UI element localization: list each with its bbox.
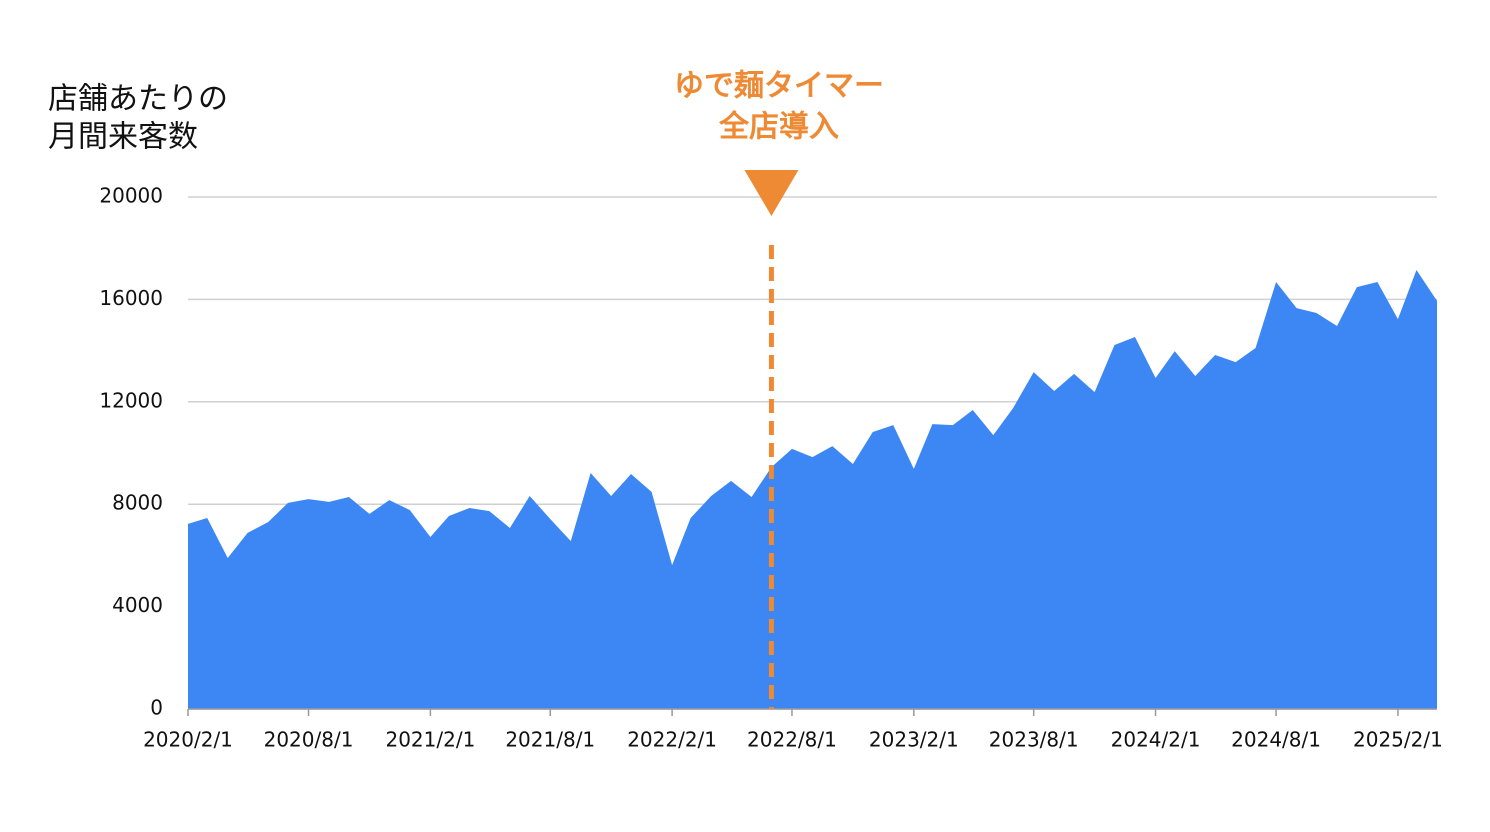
y-tick-label: 16000 xyxy=(99,286,163,310)
x-tick-label: 2023/8/1 xyxy=(989,728,1079,752)
annotation-text: 全店導入 xyxy=(718,110,839,145)
x-tick-label: 2024/2/1 xyxy=(1111,728,1201,752)
area xyxy=(188,269,1437,709)
x-tick-label: 2025/2/1 xyxy=(1353,728,1443,752)
y-tick-label: 20000 xyxy=(99,184,163,208)
x-tick-label: 2024/8/1 xyxy=(1231,728,1321,752)
annotation-text: ゆで麺タイマー xyxy=(674,69,884,104)
y-axis-title: 店舗あたりの xyxy=(48,82,228,117)
y-tick-label: 12000 xyxy=(99,388,163,412)
y-axis-title: 月間来客数 xyxy=(48,120,198,155)
x-tick-label: 2022/8/1 xyxy=(747,728,837,752)
x-tick-label: 2020/8/1 xyxy=(264,728,354,752)
x-tick-label: 2022/2/1 xyxy=(627,728,717,752)
x-tick-label: 2021/2/1 xyxy=(385,728,475,752)
x-tick-label: 2021/8/1 xyxy=(505,728,595,752)
annotation-arrow xyxy=(744,170,799,216)
y-tick-label: 8000 xyxy=(112,491,163,515)
x-tick-label: 2020/2/1 xyxy=(143,728,233,752)
y-tick-label: 4000 xyxy=(112,593,163,617)
x-tick-label: 2023/2/1 xyxy=(869,728,959,752)
y-tick-label: 0 xyxy=(150,696,163,720)
